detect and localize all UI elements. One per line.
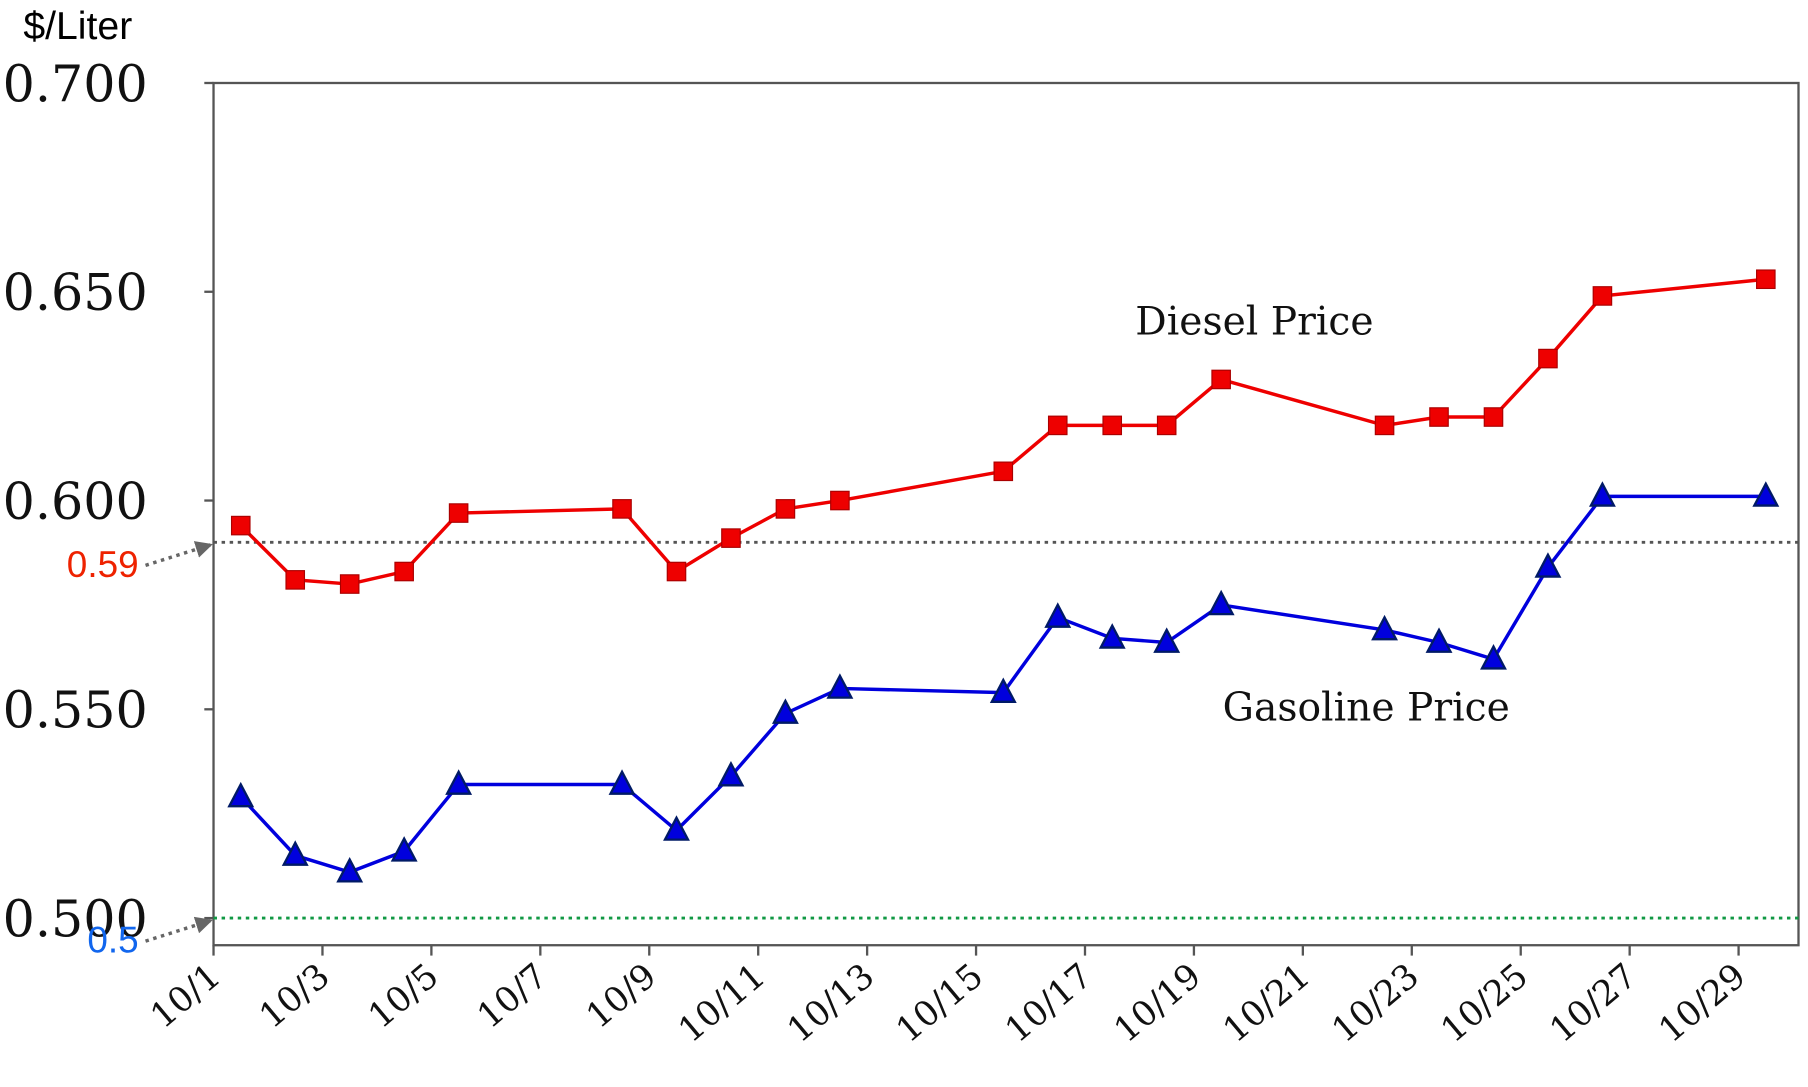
x-tick-label: 10/29 [1652, 956, 1754, 1051]
y-tick-label: 0.550 [3, 681, 148, 740]
reference-label: 0.59 [67, 544, 139, 585]
marker [1047, 415, 1068, 436]
x-tick-label: 10/1 [143, 956, 228, 1037]
reference-arrow [145, 541, 213, 567]
y-tick-label: 0.500 [3, 890, 148, 949]
marker [230, 515, 251, 536]
marker [717, 760, 745, 787]
marker [830, 490, 850, 511]
marker [1371, 614, 1398, 641]
marker [1102, 415, 1123, 436]
x-tick-label: 10/7 [470, 956, 555, 1037]
marker [390, 836, 418, 862]
y-tick-label: 0.650 [3, 263, 148, 322]
series-label: Diesel Price [1135, 299, 1373, 344]
x-tick-label: 10/15 [889, 956, 991, 1051]
marker [1752, 481, 1780, 507]
reference-arrow [145, 916, 213, 943]
marker [281, 840, 309, 866]
marker [394, 561, 414, 582]
x-tick-label: 10/19 [1107, 956, 1209, 1051]
marker [448, 503, 469, 523]
x-tick-label: 10/13 [780, 956, 882, 1051]
x-tick-label: 10/3 [252, 956, 337, 1037]
marker [227, 781, 255, 808]
series-line [239, 277, 1766, 586]
marker [1098, 623, 1126, 649]
marker [1044, 602, 1072, 628]
marker [1592, 286, 1613, 306]
marker [989, 677, 1017, 703]
marker [1756, 269, 1776, 290]
marker [1156, 415, 1177, 436]
marker [339, 574, 360, 594]
marker [663, 815, 690, 841]
marker [1374, 415, 1395, 436]
marker [771, 698, 799, 724]
marker [1534, 552, 1562, 578]
marker [775, 499, 796, 519]
y-tick-label: 0.600 [3, 472, 148, 531]
marker [1429, 407, 1449, 427]
marker [1538, 348, 1558, 369]
x-tick-label: 10/17 [998, 956, 1100, 1051]
x-tick-label: 10/5 [361, 956, 446, 1037]
x-tick-label: 10/23 [1325, 956, 1427, 1051]
marker [1211, 369, 1231, 390]
reference-label: 0.5 [87, 920, 138, 961]
marker [1483, 407, 1504, 427]
marker [445, 769, 473, 795]
marker [1153, 627, 1181, 653]
series-label: Gasoline Price [1223, 685, 1510, 730]
marker [1588, 481, 1616, 507]
marker [285, 570, 306, 590]
x-tick-label: 10/21 [1216, 956, 1318, 1051]
marker [608, 769, 636, 795]
x-tick-label: 10/27 [1543, 956, 1645, 1051]
y-tick-label: 0.700 [3, 54, 148, 113]
marker [721, 528, 741, 548]
x-tick-label: 10/11 [671, 956, 773, 1051]
marker [612, 499, 632, 519]
marker [1480, 644, 1507, 670]
marker [993, 461, 1014, 482]
plot-frame [212, 81, 1800, 947]
marker [1207, 589, 1235, 616]
y-axis-label: $/Liter [23, 5, 132, 48]
marker [826, 673, 854, 699]
x-tick-label: 10/25 [1434, 956, 1536, 1051]
marker [666, 561, 687, 582]
marker [336, 856, 364, 883]
x-tick-label: 10/9 [579, 956, 664, 1037]
marker [1425, 627, 1453, 653]
